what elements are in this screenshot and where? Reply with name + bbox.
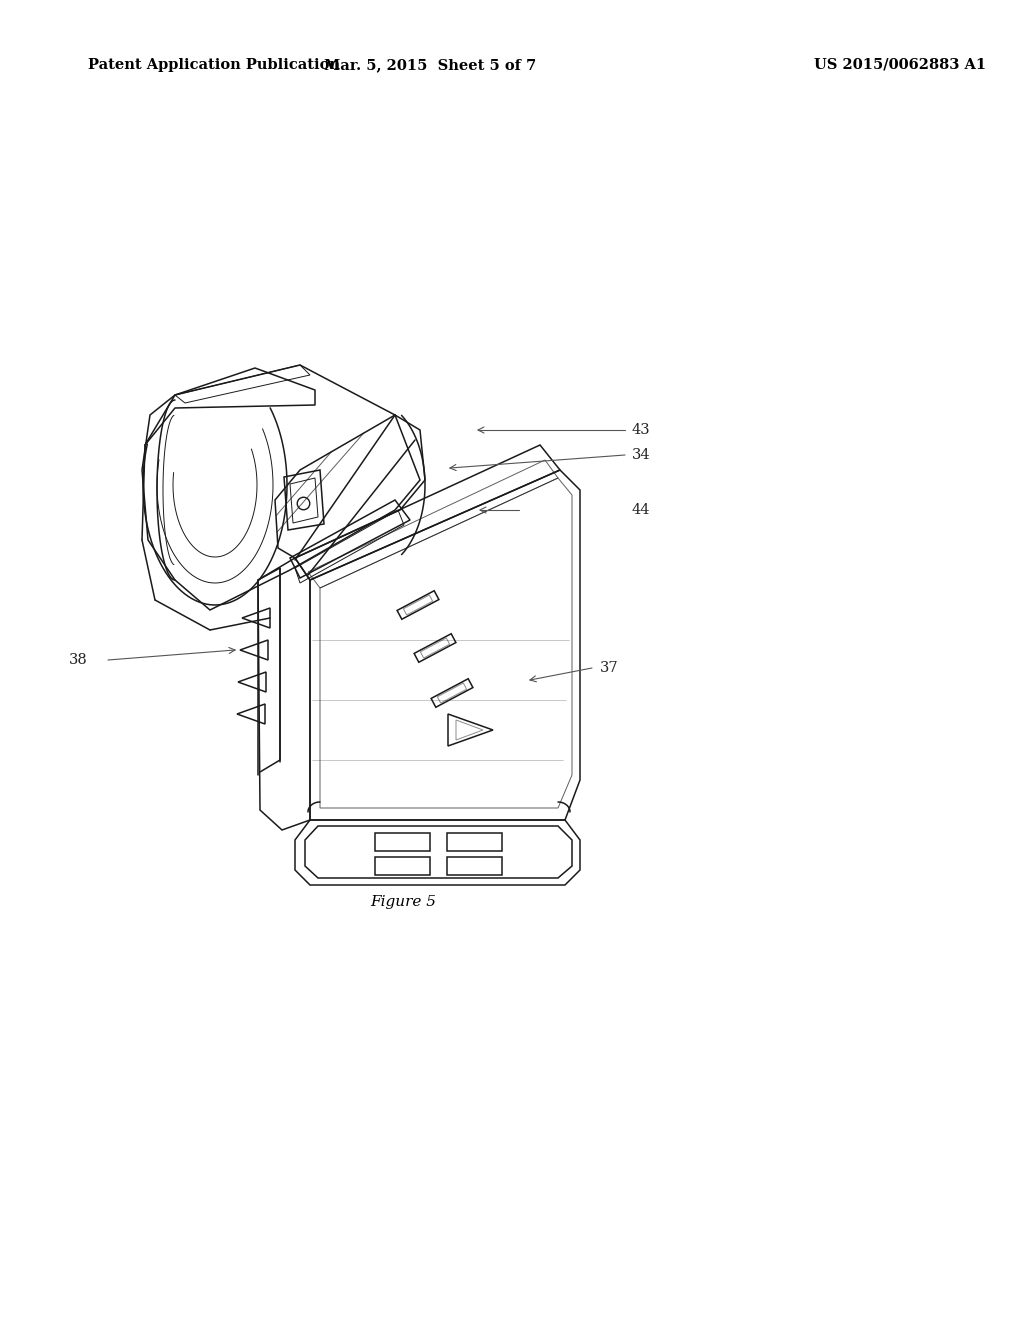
Text: 37: 37 [600,661,618,675]
Text: Patent Application Publication: Patent Application Publication [88,58,340,73]
Text: 38: 38 [70,653,88,667]
Text: 44: 44 [632,503,650,517]
Text: 34: 34 [632,447,650,462]
Text: Mar. 5, 2015  Sheet 5 of 7: Mar. 5, 2015 Sheet 5 of 7 [324,58,537,73]
Text: Figure 5: Figure 5 [370,895,436,909]
Text: US 2015/0062883 A1: US 2015/0062883 A1 [814,58,986,73]
Text: 43: 43 [632,422,650,437]
